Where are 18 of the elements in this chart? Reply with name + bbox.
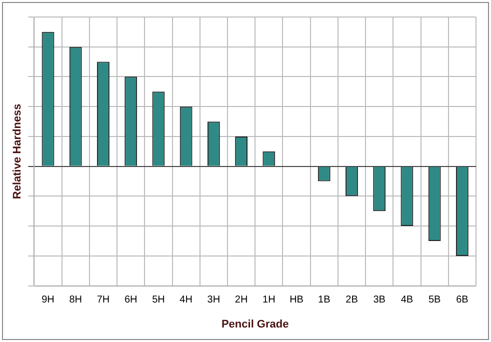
x-tick-label: 3B [373, 294, 386, 306]
x-tick-label: 3H [207, 294, 220, 306]
y-axis-title: Relative Hardness [12, 104, 24, 200]
x-tick-label: 5H [152, 294, 165, 306]
x-tick-label: 9H [42, 294, 54, 306]
x-tick-label: 2B [346, 294, 358, 306]
x-tick-label: 4H [180, 294, 192, 306]
x-tick-label: 2H [234, 294, 248, 306]
x-tick-label: 1H [262, 294, 276, 306]
x-tick-label: 5B [428, 294, 442, 306]
x-axis-title: Pencil Grade [221, 318, 289, 330]
x-tick-label: HB [290, 294, 304, 306]
x-tick-label: 1B [318, 294, 331, 306]
x-tick-label: 6B [456, 294, 469, 306]
x-tick-label: 6H [124, 294, 138, 306]
x-tick-label: 8H [69, 294, 82, 306]
x-tick-label: 4B [400, 294, 414, 306]
x-tick-label: 7H [96, 294, 110, 306]
